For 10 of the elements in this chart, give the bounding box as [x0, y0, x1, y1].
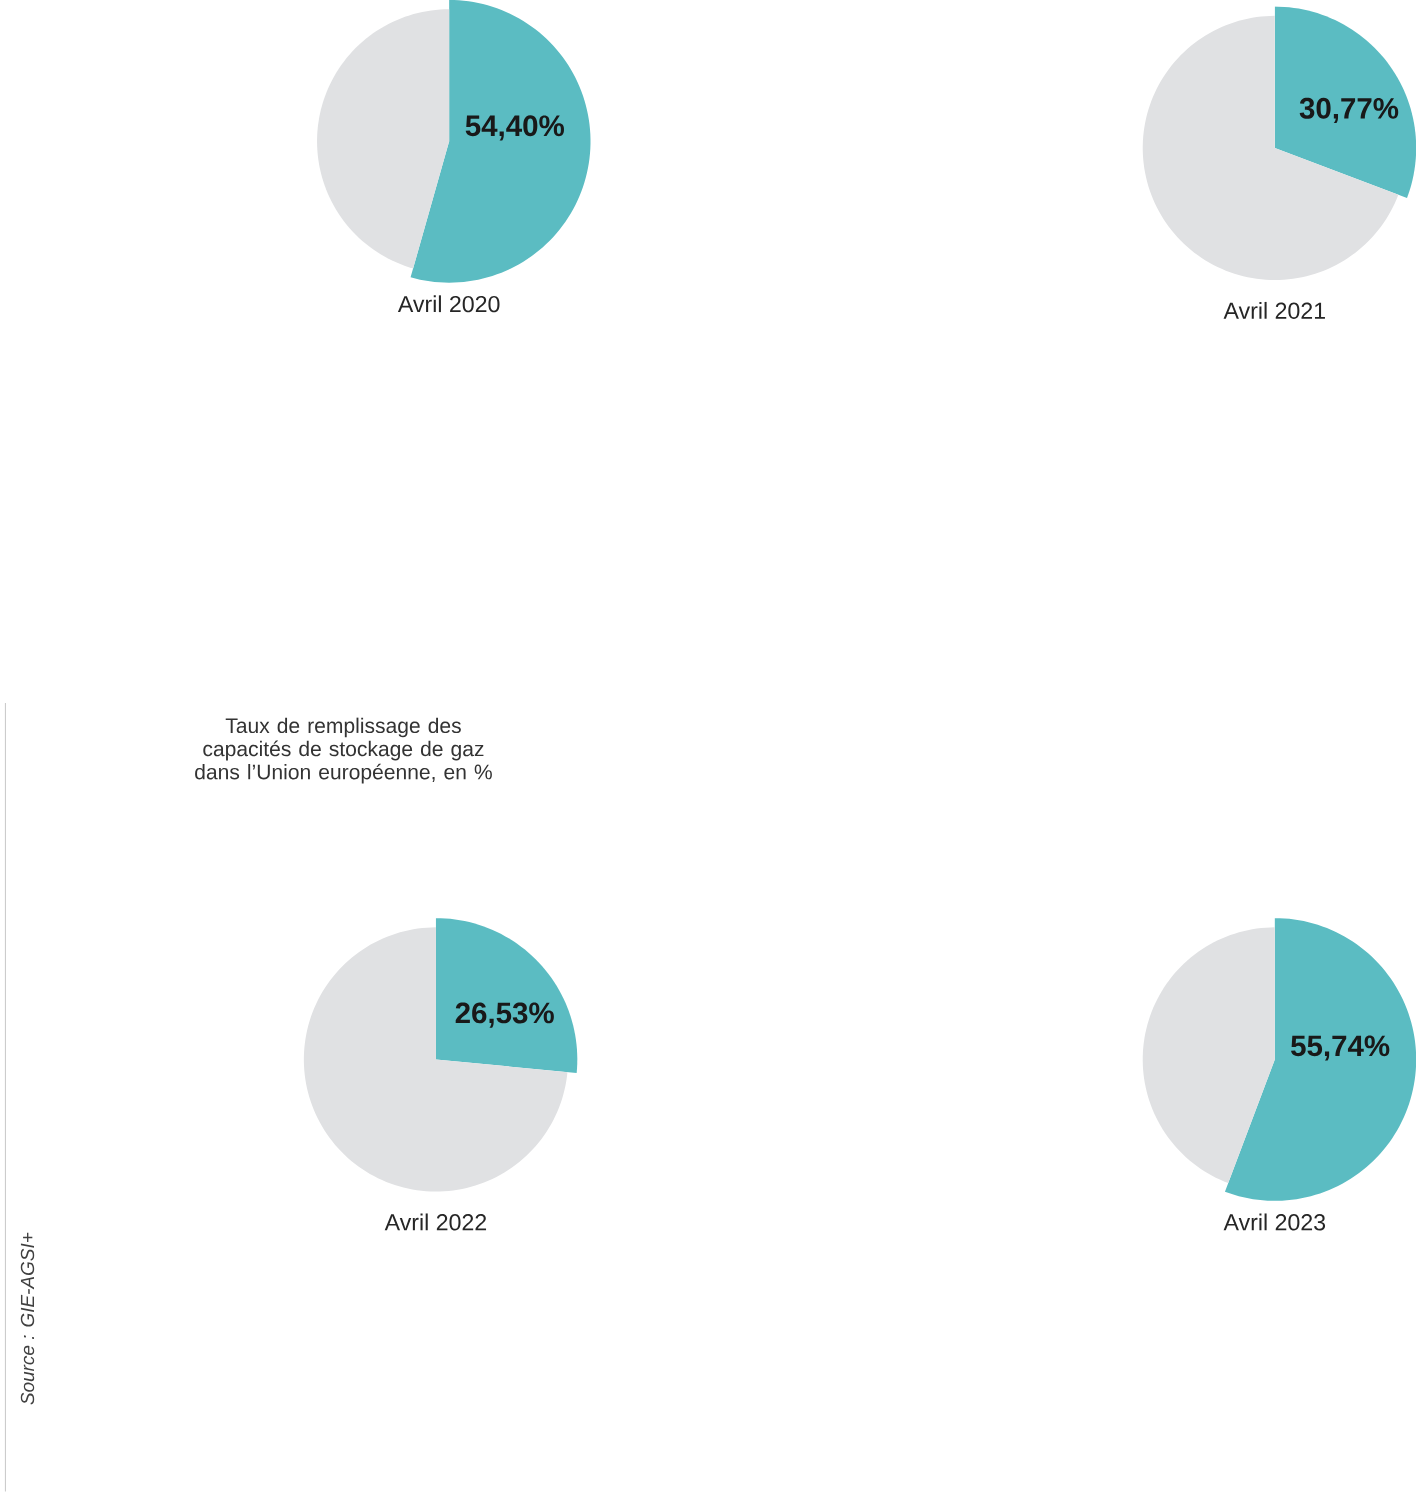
text: Avril 2023	[1223, 1213, 1325, 1231]
data-label: 54,40%	[465, 115, 564, 141]
text: Avril 2021	[1223, 301, 1325, 319]
data-label: 26,53%	[455, 1002, 554, 1028]
text: Avril 2020	[397, 295, 500, 313]
text: Taux de remplissage des capacités de stockage de gaz dans l’Union européenne, en %	[195, 717, 492, 784]
text: Avril 2022	[384, 1213, 486, 1231]
data-label: 30,77%	[1299, 97, 1399, 123]
source-note: Source : GIE-AGSI+	[20, 1232, 35, 1405]
data-label: 55,74%	[1290, 1035, 1390, 1061]
